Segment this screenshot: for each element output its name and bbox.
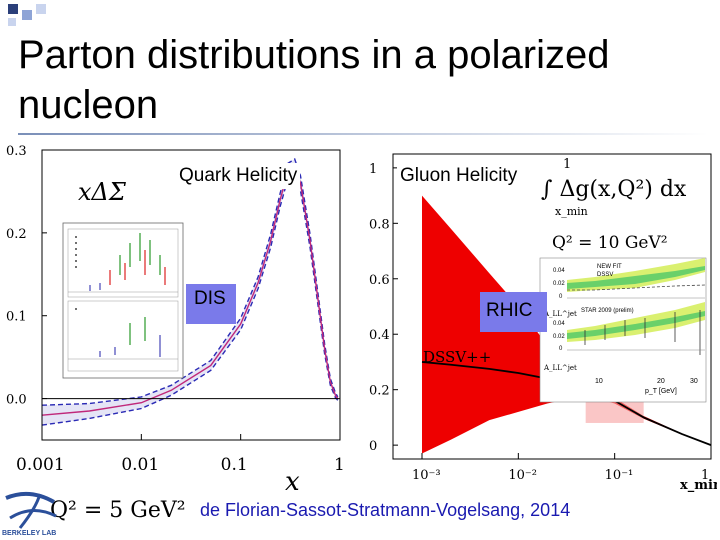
- slide-corner-decoration: [0, 0, 60, 28]
- gluon-helicity-chart: 0 0.2 0.4 0.6 0.8 1 10⁻³ 10⁻² 10⁻¹ 1 1 ∫ Δg(x,Q²)…: [369, 153, 717, 493]
- gluon-y-label-lower-limit: x_min: [555, 205, 588, 218]
- quark-helicity-label-text: Quark Helicity: [179, 165, 298, 186]
- inset-top-ytick-1: 0.04: [553, 268, 565, 274]
- gluon-xtick-label: 10⁻²: [508, 468, 537, 483]
- quark-ytick-label: 0.0: [6, 393, 27, 408]
- gluon-q2-label: Q² = 10 GeV²: [552, 233, 668, 253]
- citation: de Florian-Sassot-Stratmann-Vogelsang, 2…: [200, 500, 571, 520]
- gluon-y-label: 1 ∫ Δg(x,Q²) dx x_min: [541, 157, 687, 218]
- berkeley-lab-logo-text: BERKELEY LAB: [2, 530, 57, 537]
- quark-y-symbol: xΔΣ: [78, 178, 127, 206]
- gluon-ytick-label: 0.6: [369, 273, 390, 288]
- inset-top-ytick-3: 0: [559, 294, 563, 300]
- quark-helicity-chart: 0.0 0.1 0.2 0.3 0.001 0.01 0.1 1 xΔΣ x Q² = 5 G…: [6, 144, 345, 523]
- gluon-ytick-label: 0.8: [369, 217, 390, 232]
- gluon-helicity-label-text: Gluon Helicity: [400, 165, 518, 186]
- quark-xtick-label: 0.001: [16, 455, 65, 475]
- berkeley-lab-logo: [5, 491, 57, 529]
- dssv-series-label: DSSV++: [423, 348, 491, 366]
- gluon-helicity-label: Gluon Helicity: [397, 163, 521, 189]
- gluon-frame: [392, 153, 712, 460]
- gluon-band-fill: [421, 195, 711, 454]
- gluon-ytick-label: 0.2: [369, 384, 390, 399]
- inset-bottom-ytick-1: 0.04: [553, 321, 565, 327]
- inset-legend-newfit: NEW FIT: [597, 264, 622, 270]
- gluon-xtick-label: 10⁻³: [412, 468, 441, 483]
- quark-band-lower: [41, 172, 339, 426]
- inset-ylabel-top: A_LL^jet: [543, 310, 577, 318]
- gluon-tick-labels: 0 0.2 0.4 0.6 0.8 1 10⁻³ 10⁻² 10⁻¹ 1: [369, 162, 709, 483]
- quark-q2-label: Q² = 5 GeV²: [50, 498, 186, 523]
- gluon-xtick-label: 1: [701, 468, 709, 483]
- inset-xlabel: p_T [GeV]: [645, 388, 677, 395]
- rhic-region-label-text: RHIC: [486, 300, 533, 321]
- quark-axes: [41, 149, 341, 441]
- gluon-y-label-text: ∫ Δg(x,Q²) dx: [541, 177, 687, 202]
- quark-ytick-label: 0.3: [6, 144, 27, 159]
- title-divider: [18, 133, 708, 135]
- inset-top-ytick-2: 0.02: [553, 281, 565, 287]
- dis-region-label-text: DIS: [194, 288, 226, 309]
- inset-bottom-ytick-3: 0: [559, 346, 563, 352]
- gluon-y-label-upper-limit: 1: [563, 157, 571, 172]
- quark-tick-labels: 0.0 0.1 0.2 0.3 0.001 0.01 0.1 1: [6, 144, 345, 475]
- inset-xtick-20: 20: [657, 378, 665, 385]
- inset-xtick-30: 30: [690, 378, 698, 385]
- quark-xtick-label: 0.1: [221, 455, 248, 475]
- quark-data-inset: [62, 222, 184, 379]
- quark-xtick-label: 0.01: [121, 455, 159, 475]
- quark-xtick-label: 1: [334, 455, 345, 475]
- quark-ytick-label: 0.1: [6, 310, 27, 325]
- slide-title: Parton distributions in a polarized nucl…: [18, 33, 610, 127]
- gluon-ALL-inset: A_LL^jet A_LL^jet NEW FIT DSSV STAR 2009…: [539, 257, 707, 403]
- gluon-ytick-label: 0: [369, 439, 377, 454]
- dis-region-label: DIS: [186, 284, 236, 324]
- gluon-xtick-label: 10⁻¹: [605, 468, 634, 483]
- quark-frame: [41, 149, 341, 441]
- quark-ytick-label: 0.2: [6, 227, 27, 242]
- quark-x-label: x: [285, 467, 300, 497]
- inset-xtick-10: 10: [595, 378, 603, 385]
- inset-legend-dssv: DSSV: [597, 272, 613, 278]
- inset-ylabel-bottom: A_LL^jet: [543, 364, 577, 372]
- gluon-axes: [392, 153, 712, 460]
- gluon-ytick-label: 1: [369, 162, 377, 177]
- quark-helicity-label: Quark Helicity: [176, 163, 301, 189]
- rhic-region-label: RHIC: [480, 292, 547, 332]
- inset-bottom-ytick-2: 0.02: [553, 334, 565, 340]
- gluon-x-label: x_min: [680, 478, 717, 493]
- gluon-ytick-label: 0.4: [369, 328, 390, 343]
- inset-legend-star: STAR 2009 (prelim): [581, 308, 634, 314]
